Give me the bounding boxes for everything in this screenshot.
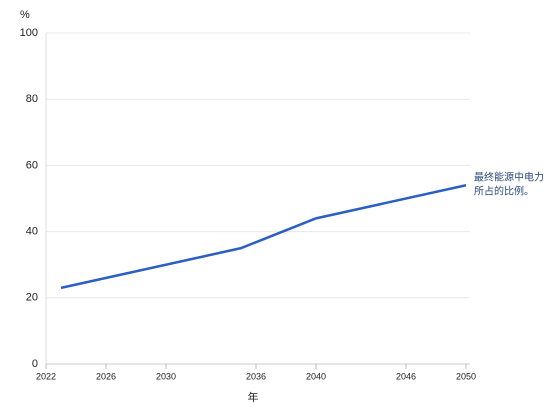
x-tick-label: 2046 (396, 371, 416, 381)
y-tick-label: 100 (20, 27, 38, 39)
x-tick-label: 2026 (96, 371, 116, 381)
y-tick-label: 80 (26, 93, 38, 105)
annotation: 所占的比例。 (474, 185, 534, 198)
x-tick-label: 2050 (456, 371, 476, 381)
x-axis-label: 年 (248, 390, 259, 404)
x-tick-label: 2030 (156, 371, 176, 381)
y-tick-label: 40 (26, 226, 38, 238)
x-tick-label: 2036 (246, 371, 266, 381)
annotation: 最终能源中电力 (474, 171, 544, 184)
x-tick-label: 2022 (36, 371, 56, 381)
y-axis-label: % (20, 9, 30, 21)
y-tick-label: 60 (26, 159, 38, 171)
data-line (60, 184, 467, 290)
x-tick-label: 2040 (306, 371, 326, 381)
y-tick-label: 0 (32, 358, 38, 370)
y-tick-label: 20 (26, 292, 38, 304)
